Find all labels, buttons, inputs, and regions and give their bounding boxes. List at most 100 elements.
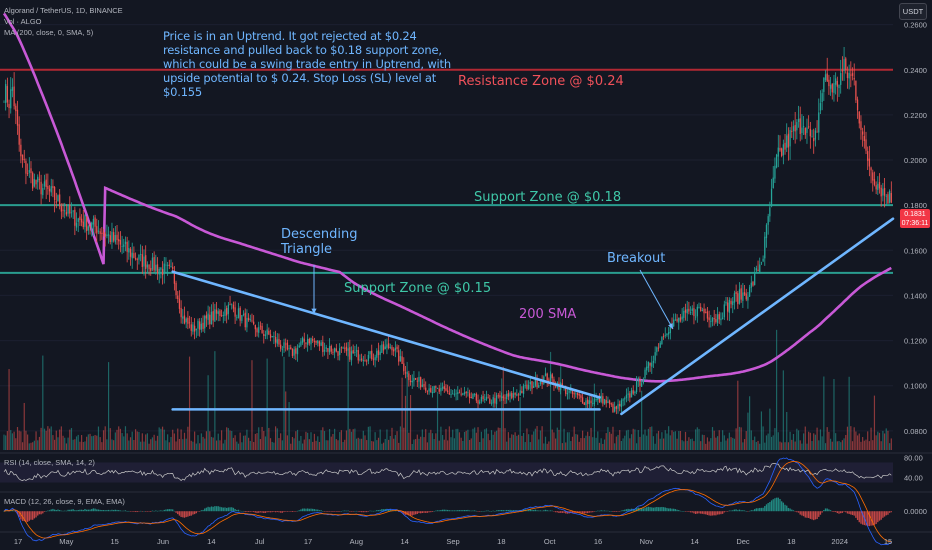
candle-body [271,336,273,338]
macd-histogram-bar [654,507,656,512]
macd-histogram-bar [851,511,854,515]
volume-bar [278,438,280,450]
macd-histogram-bar [237,509,240,512]
macd-histogram-bar [681,511,683,512]
volume-bar [104,426,106,450]
candle-body [833,83,835,93]
macd-histogram-bar [642,508,645,512]
macd-histogram-bar [301,508,304,512]
macd-histogram-bar [646,507,648,512]
currency-button[interactable]: USDT [899,3,927,20]
macd-histogram-bar [578,511,580,513]
candle-body [92,218,95,225]
candle-body [835,78,837,85]
candle-body [298,345,300,348]
macd-histogram-bar [441,509,444,512]
volume-bar [129,437,132,450]
macd-histogram-bar [387,509,390,512]
macd-histogram-bar [109,510,111,512]
macd-histogram-bar [826,508,828,512]
candle-body [856,99,859,111]
macd-histogram-bar [814,511,817,520]
macd-histogram-bar [372,510,375,512]
breakout-arrow-head [668,323,673,329]
macd-histogram-bar [202,509,204,512]
candle-body [450,394,452,395]
volume-bar [175,441,177,450]
macd-histogram-bar [840,511,842,514]
volume-bar [784,442,786,450]
macd-histogram-bar [278,511,280,513]
candle-body [354,352,356,353]
volume-bar [715,437,717,450]
candle-body [345,346,348,352]
candle-body [11,87,14,91]
macd-histogram-bar [195,511,197,514]
macd-histogram-bar [620,510,623,512]
volume-bar [330,436,332,450]
volume-bar [453,438,455,450]
candle-body [339,348,341,355]
candle-body [872,172,874,181]
volume-bar [558,429,560,450]
macd-histogram-bar [554,511,557,513]
candle-body [42,188,44,196]
volume-bar [16,427,19,450]
macd-histogram-bar [82,509,84,512]
macd-histogram-bar [40,511,42,515]
volume-bar [700,441,702,450]
candle-body [693,308,695,317]
macd-histogram-bar [780,501,783,512]
macd-histogram-bar [877,511,879,523]
price-tick-label: 0.2200 [904,111,927,120]
candle-body [145,255,147,269]
candle-body [443,386,445,390]
macd-histogram-bar [845,511,847,513]
volume-bar [226,427,228,450]
candle-body [531,381,533,389]
volume-bar [205,431,208,450]
macd-histogram-bar [377,510,380,512]
volume-bar [819,429,822,450]
candle-body [414,378,417,380]
macd-histogram-bar [558,511,560,514]
macd-histogram-bar [3,511,5,512]
candle-body [408,373,410,381]
candle-body [101,232,103,234]
volume-bar [77,434,79,450]
macd-histogram-bar [770,500,773,512]
volume-bar [6,431,8,450]
macd-histogram-bar [161,510,164,512]
candle-body [730,300,732,305]
volume-bar [97,426,100,450]
candle-body [215,309,218,314]
time-tick-label: Nov [640,537,654,546]
macd-histogram-bar [23,511,25,522]
volume-bar [109,428,111,450]
macd-histogram-bar [106,510,108,512]
triangle-arrow-head [311,308,317,314]
candle-body [485,396,488,400]
macd-histogram-bar [693,511,695,514]
candle-body [209,314,211,325]
macd-histogram-bar [67,509,69,512]
volume-bar [750,430,752,450]
candle-body [517,394,520,396]
macd-histogram-bar [425,511,427,513]
macd-histogram-bar [254,511,257,513]
macd-histogram-bar [232,507,235,512]
macd-histogram-bar [332,511,334,512]
macd-histogram-bar [102,510,105,512]
candle-body [6,86,9,103]
candle-body [374,357,376,361]
volume-bar [450,437,452,450]
macd-histogram-bar [143,510,145,512]
candle-body [350,351,353,361]
macd-histogram-bar [828,509,830,512]
volume-bar [84,441,86,450]
candle-body [838,84,840,89]
rsi-label: RSI (14, close, SMA, 14, 2) [4,458,95,467]
volume-bar [462,440,464,450]
volume-bar [65,443,68,450]
